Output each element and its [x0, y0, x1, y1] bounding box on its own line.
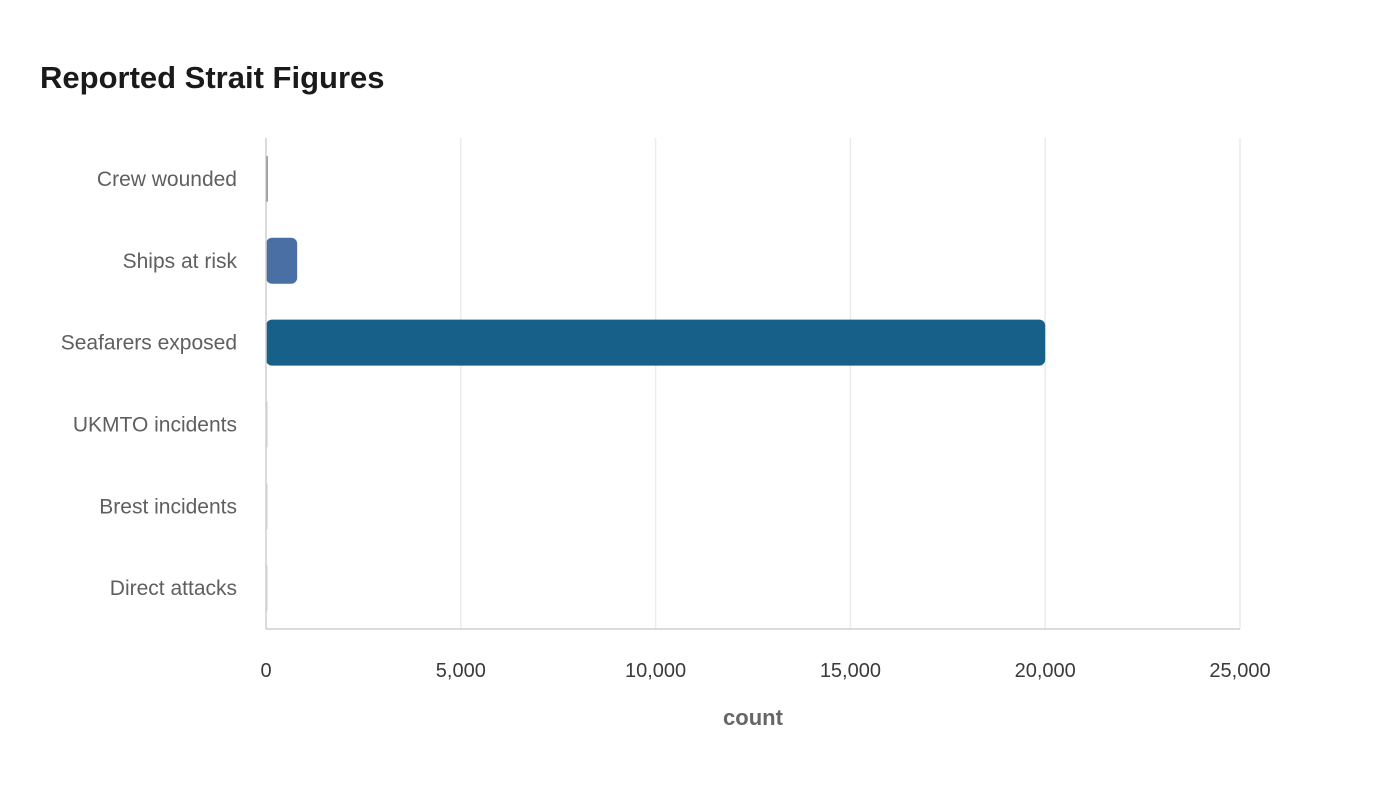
category-labels: Crew wounded Ships at risk Seafarers expos… [61, 168, 238, 600]
category-label: Direct attacks [110, 577, 237, 600]
x-tick-label: 25,000 [1209, 660, 1270, 682]
category-label: UKMTO incidents [73, 413, 237, 436]
x-axis-ticks: 0 5,000 10,000 15,000 20,000 25,000 [260, 660, 1270, 682]
bar [266, 319, 1046, 366]
category-label: Seafarers exposed [61, 332, 237, 355]
bars [266, 155, 1046, 612]
x-tick-label: 0 [260, 660, 271, 682]
x-axis-title: count [723, 705, 784, 730]
x-tick-label: 5,000 [436, 660, 486, 682]
chart-title: Reported Strait Figures [40, 60, 385, 95]
x-tick-label: 15,000 [820, 660, 881, 682]
x-tick-label: 10,000 [625, 660, 686, 682]
category-label: Ships at risk [123, 250, 238, 273]
bar [266, 237, 298, 284]
x-tick-label: 20,000 [1015, 660, 1076, 682]
category-label: Brest incidents [99, 495, 237, 518]
category-label: Crew wounded [97, 168, 237, 191]
grid-lines [460, 138, 1241, 629]
